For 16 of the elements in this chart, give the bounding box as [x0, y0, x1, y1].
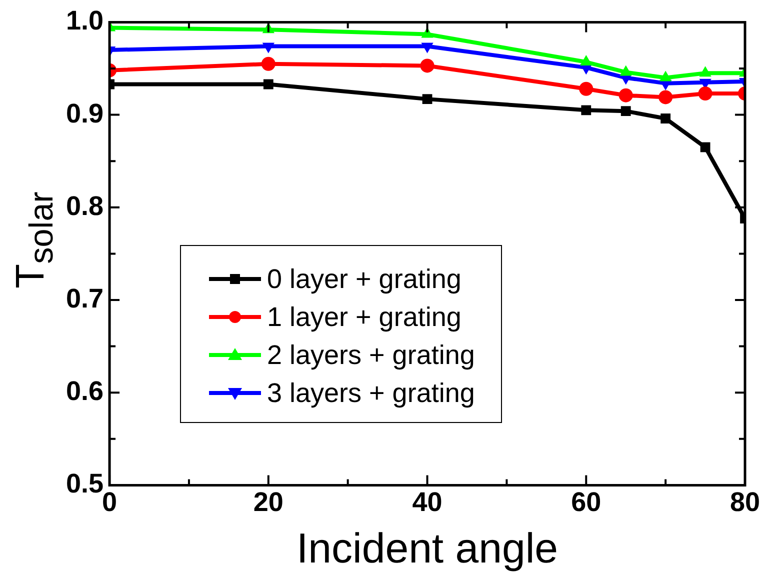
- y-tick-label: 0.5: [66, 468, 104, 499]
- legend-label: 3 layers + grating: [267, 377, 475, 410]
- legend-label: 0 layer + grating: [267, 263, 462, 296]
- x-axis-title: Incident angle: [296, 524, 558, 572]
- y-tick-label: 0.8: [66, 190, 104, 221]
- x-tick-label: 60: [571, 486, 602, 517]
- x-tick-label: 40: [412, 486, 442, 517]
- legend-label: 1 layer + grating: [267, 301, 462, 334]
- legend-label: 2 layers + grating: [267, 339, 475, 372]
- y-tick-label: 0.6: [66, 376, 104, 406]
- y-tick-label: 0.9: [66, 98, 104, 128]
- y-tick-label: 0.7: [66, 283, 104, 314]
- y-tick-label: 1.0: [66, 6, 104, 36]
- x-tick-label: 20: [253, 486, 284, 517]
- x-tick-label: 80: [730, 486, 760, 517]
- x-tick-label: 0: [102, 486, 118, 517]
